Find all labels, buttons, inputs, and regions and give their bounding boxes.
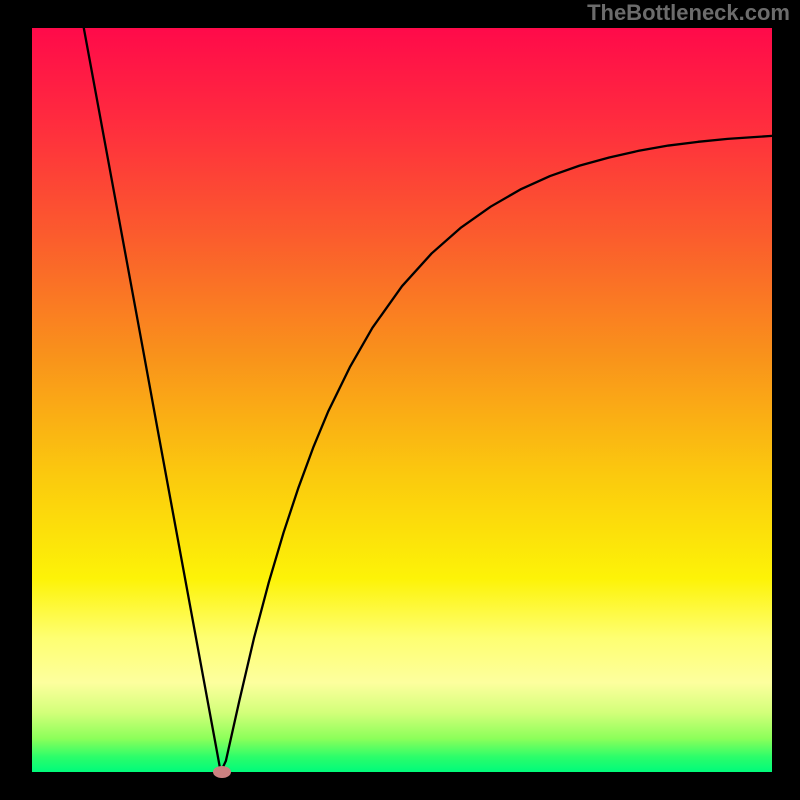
optimal-point-marker	[213, 766, 231, 778]
bottleneck-curve	[84, 28, 772, 772]
gradient-background	[32, 28, 772, 772]
plot-area	[32, 28, 772, 772]
watermark-text: TheBottleneck.com	[587, 0, 790, 26]
bottleneck-chart: TheBottleneck.com	[0, 0, 800, 800]
curve-layer	[32, 28, 772, 772]
